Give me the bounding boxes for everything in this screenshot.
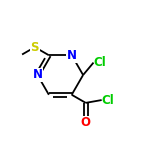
Text: O: O xyxy=(81,116,91,129)
Text: N: N xyxy=(32,69,42,81)
Text: N: N xyxy=(67,49,77,62)
Text: Cl: Cl xyxy=(93,56,106,69)
Text: S: S xyxy=(31,41,39,54)
Text: Cl: Cl xyxy=(102,94,114,106)
